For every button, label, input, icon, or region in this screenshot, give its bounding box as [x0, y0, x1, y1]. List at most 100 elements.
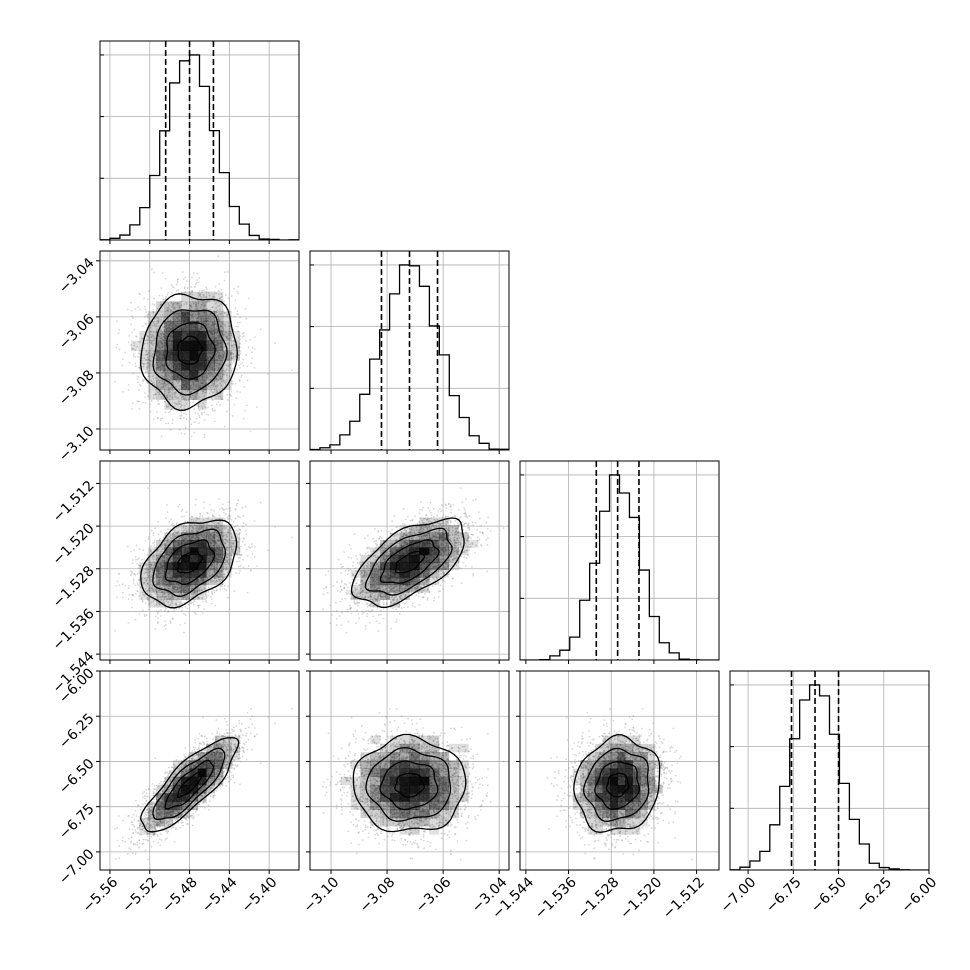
sample-point	[183, 286, 186, 289]
sample-point	[145, 366, 148, 368]
sample-point	[159, 577, 162, 580]
sample-point	[143, 297, 146, 300]
sample-point	[165, 383, 168, 386]
sample-point	[213, 589, 215, 592]
sample-point	[226, 313, 229, 316]
sample-point	[142, 365, 145, 368]
sample-point	[161, 300, 164, 303]
sample-point	[183, 601, 186, 604]
sample-point	[146, 353, 149, 356]
sample-point	[164, 316, 166, 318]
sample-point	[161, 570, 164, 573]
sample-point	[178, 312, 180, 315]
sample-point	[208, 524, 211, 526]
sample-point	[151, 353, 154, 356]
sample-point	[219, 325, 222, 328]
sample-point	[115, 585, 118, 587]
sample-point	[208, 533, 211, 536]
sample-point	[183, 596, 186, 598]
sample-point	[175, 385, 177, 388]
sample-point	[169, 387, 172, 390]
sample-point	[212, 514, 215, 517]
sample-point	[209, 386, 212, 388]
sample-point	[213, 420, 216, 423]
sample-point	[217, 355, 220, 358]
sample-point	[225, 512, 227, 515]
sample-point	[240, 545, 242, 548]
sample-point	[188, 598, 191, 600]
sample-point	[196, 590, 199, 593]
sample-point	[213, 577, 216, 580]
sample-point	[217, 534, 220, 537]
sample-point	[202, 526, 205, 529]
sample-point	[237, 499, 240, 502]
sample-point	[198, 371, 200, 374]
sample-point	[219, 585, 222, 587]
sample-point	[223, 370, 226, 373]
density-cell	[206, 379, 215, 391]
sample-point	[136, 345, 139, 348]
sample-point	[147, 290, 150, 293]
sample-point	[130, 301, 132, 304]
density-cell	[222, 330, 232, 341]
sample-point	[138, 572, 141, 574]
sample-point	[167, 318, 170, 320]
sample-point	[222, 380, 225, 383]
sample-point	[256, 565, 259, 567]
sample-point	[229, 330, 232, 333]
sample-point	[216, 563, 219, 566]
sample-point	[206, 317, 209, 320]
sample-point	[203, 295, 206, 297]
sample-point	[150, 333, 152, 336]
sample-point	[214, 328, 217, 330]
sample-point	[148, 341, 151, 344]
sample-point	[228, 393, 231, 396]
sample-point	[177, 530, 180, 533]
sample-point	[217, 317, 220, 320]
sample-point	[202, 388, 205, 390]
sample-point	[173, 588, 176, 591]
density-cell	[164, 321, 174, 332]
sample-point	[206, 301, 209, 304]
sample-point	[149, 403, 151, 406]
sample-point	[217, 255, 220, 258]
sample-point	[162, 339, 165, 342]
sample-point	[189, 395, 192, 397]
sample-point	[167, 584, 170, 587]
sample-point	[197, 412, 199, 415]
sample-point	[225, 335, 227, 338]
sample-point	[237, 541, 239, 543]
sample-point	[164, 370, 167, 373]
sample-point	[150, 545, 152, 548]
sample-point	[202, 402, 205, 405]
density-cell	[189, 321, 199, 332]
sample-point	[147, 356, 149, 359]
sample-point	[223, 379, 226, 382]
sample-point	[215, 359, 217, 361]
sample-point	[203, 299, 205, 302]
sample-point	[161, 593, 164, 596]
sample-point	[190, 298, 193, 301]
density-cell	[214, 379, 224, 391]
sample-point	[161, 417, 164, 420]
sample-point	[206, 319, 209, 322]
sample-point	[132, 353, 135, 356]
sample-point	[213, 544, 215, 547]
sample-point	[218, 545, 221, 548]
sample-point	[210, 542, 213, 545]
sample-point	[162, 383, 165, 386]
sample-point	[144, 322, 147, 325]
sample-point	[171, 381, 173, 384]
sample-point	[204, 310, 206, 313]
density-cell	[206, 311, 215, 322]
sample-point	[228, 364, 230, 367]
sample-point	[214, 312, 216, 314]
sample-point	[207, 300, 210, 303]
density-cell	[172, 370, 182, 381]
sample-point	[193, 600, 196, 603]
sample-point	[215, 310, 218, 313]
sample-point	[206, 531, 209, 534]
sample-point	[220, 296, 222, 299]
sample-point	[209, 537, 212, 540]
sample-point	[203, 533, 205, 536]
